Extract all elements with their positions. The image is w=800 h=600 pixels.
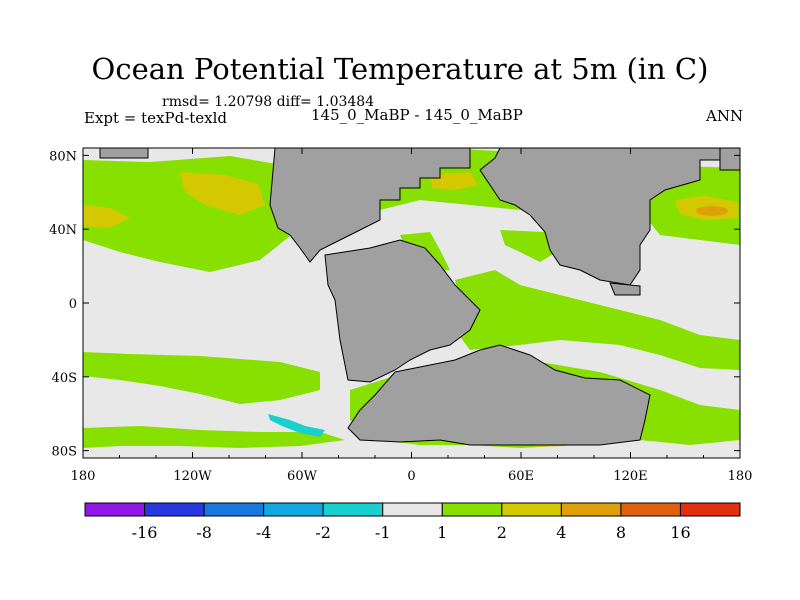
yellow-region-north-2 <box>83 205 130 228</box>
y-tick-label: 80N <box>49 149 77 164</box>
green-region-tropical-3 <box>500 230 560 262</box>
colorbar-swatch <box>382 502 443 517</box>
x-tick-label: 180 <box>71 469 96 484</box>
x-tick-label: 0 <box>407 469 415 484</box>
axis-ticks: 180 120W 60W 0 60E 120E 180 80N 40N 0 40S 80S <box>49 148 752 484</box>
colorbar-label: 1 <box>437 523 447 542</box>
colorbar-swatch <box>84 502 146 517</box>
colorbar-swatch <box>144 502 205 517</box>
colorbar-label: -16 <box>132 523 158 542</box>
colorbar-swatch <box>322 502 384 517</box>
cyan-region-south <box>268 414 325 437</box>
cases-label: 145_0_MaBP - 145_0_MaBP <box>311 106 523 124</box>
land-north-continent-east <box>479 147 721 286</box>
yellow-region-north-1 <box>180 172 265 215</box>
colorbar-label: -4 <box>256 523 272 542</box>
colorbar-swatch <box>679 502 741 517</box>
season-label: ANN <box>706 107 744 125</box>
colorbar-swatch <box>560 502 622 517</box>
land-central-continent <box>324 239 481 383</box>
y-tick-label: 40N <box>49 223 77 238</box>
x-tick-label: 120E <box>613 469 647 484</box>
map-panel <box>82 147 741 459</box>
colorbar-label: -1 <box>375 523 391 542</box>
colorbar-swatch <box>441 502 503 517</box>
x-tick-label: 180 <box>728 469 753 484</box>
green-region-north-pacific <box>83 156 330 272</box>
yellow-region-north-3 <box>430 172 478 190</box>
colorbar-swatch <box>620 502 681 517</box>
colorbar-label: 8 <box>616 523 626 542</box>
land-masses <box>99 147 741 446</box>
stats-label: rmsd= 1.20798 diff= 1.03484 <box>162 94 375 110</box>
land-north-continent-west <box>269 147 471 263</box>
land-southern-continent <box>347 344 651 446</box>
colorbar-label: 16 <box>670 523 690 542</box>
x-tick-label: 60W <box>287 469 318 484</box>
colorbar: -16 -8 -4 -2 -1 1 2 4 8 16 <box>84 502 741 542</box>
green-region-tropical-2 <box>455 270 740 370</box>
colorbar-label: 2 <box>497 523 507 542</box>
colorbar-label: 4 <box>556 523 566 542</box>
green-region-south-pacific <box>83 352 320 404</box>
y-tick-label: 40S <box>52 371 77 386</box>
land-northwest-island <box>99 147 149 159</box>
map-title: Ocean Potential Temperature at 5m (in C) <box>91 52 709 86</box>
colorbar-label: -8 <box>196 523 212 542</box>
colorbar-swatch <box>203 502 265 517</box>
colorbar-label: -2 <box>315 523 331 542</box>
land-northeast-island <box>719 147 741 171</box>
colorbar-swatch <box>263 502 324 517</box>
land-peninsula-east <box>609 282 641 296</box>
experiment-label: Expt = texPd-texld <box>84 109 228 127</box>
y-tick-label: 80S <box>52 445 77 460</box>
y-tick-label: 0 <box>69 297 77 312</box>
colorbar-swatch <box>501 502 562 517</box>
x-tick-label: 60E <box>508 469 534 484</box>
x-tick-label: 120W <box>173 469 212 484</box>
orange-region-north <box>696 206 728 216</box>
green-region-southern-ocean <box>83 426 345 448</box>
